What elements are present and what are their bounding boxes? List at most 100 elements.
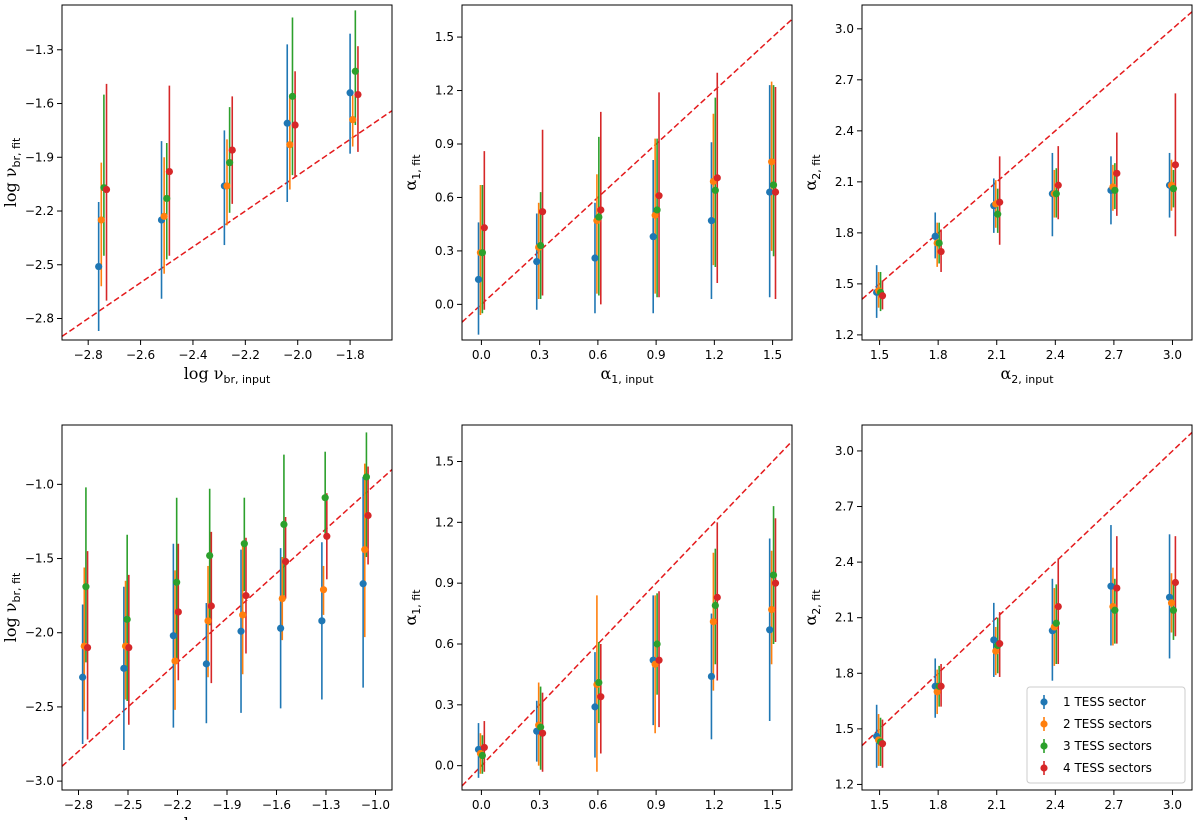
x-axis-label: log νbr, input (184, 364, 271, 386)
x-tick-label: −2.8 (74, 348, 103, 362)
data-point (538, 729, 547, 737)
data-point (1107, 582, 1115, 590)
x-axis-label: α2, input (1000, 364, 1054, 386)
y-axis-label-main: α (801, 180, 820, 191)
panel-6: 1.5 1.8 2.1 2.4 2.7 3.0 1.2 1.5 1.8 2.1 2.4 2.7 3.0 α… (801, 424, 1193, 820)
data-point (878, 292, 887, 300)
x-tick-label: 1.2 (705, 798, 724, 812)
data-point (359, 580, 367, 588)
y-tick-label: 1.5 (835, 277, 854, 291)
data-point (655, 656, 663, 664)
x-tick-label: −1.6 (262, 798, 291, 812)
y-axis-label-main: α (401, 180, 420, 191)
data-point (123, 615, 131, 623)
data-point (361, 546, 369, 554)
data-point (286, 141, 294, 149)
x-tick-label: 2.4 (1046, 348, 1065, 362)
x-tick-label: 1.8 (929, 798, 948, 812)
data-point (239, 611, 247, 619)
x-tick-label: −2.8 (64, 798, 93, 812)
x-axis-label-main: α (600, 364, 611, 383)
data-point (649, 233, 657, 241)
data-point (83, 643, 92, 652)
data-point (933, 688, 941, 696)
data-point (169, 632, 177, 640)
data-point (537, 241, 545, 250)
legend: 1 TESS sector 2 TESS sectors 3 TESS sector… (1026, 686, 1186, 784)
x-axis-label-subscript: 2, input (1011, 373, 1054, 386)
data-point (1165, 593, 1174, 601)
y-tick-label: 0.9 (435, 137, 454, 151)
x-tick-label: 1.5 (870, 348, 889, 362)
data-point (223, 182, 231, 190)
plot-frame (461, 424, 793, 791)
data-point (769, 181, 778, 189)
data-point (1054, 602, 1062, 611)
data-point (97, 216, 105, 224)
x-axis-label: α1, input (600, 364, 654, 386)
y-tick-label: 1.8 (835, 666, 854, 680)
y-axis-label-subscript: br, fit (10, 137, 23, 167)
data-point (364, 511, 372, 520)
x-axis-label-main: α (1000, 814, 1011, 820)
x-tick-label: −2.5 (113, 798, 142, 812)
data-point (173, 578, 181, 586)
x-tick-label: −2.0 (283, 348, 312, 362)
y-tick-label: 0.6 (435, 637, 454, 651)
y-tick-label: 1.8 (835, 226, 854, 240)
data-point (480, 743, 488, 752)
x-tick-label: −1.8 (336, 348, 365, 362)
data-point (771, 188, 780, 196)
x-tick-label: 2.1 (987, 798, 1006, 812)
data-point (771, 579, 780, 587)
data-point (937, 682, 945, 690)
data-point (354, 90, 362, 99)
data-point (1111, 606, 1119, 614)
y-tick-label: 1.2 (435, 84, 454, 98)
x-tick-label: 2.7 (1104, 348, 1123, 362)
data-point (206, 551, 214, 560)
y-tick-label: −2.5 (25, 258, 54, 272)
x-tick-label: 0.6 (588, 348, 607, 362)
panel-3: 1.5 1.8 2.1 2.4 2.7 3.0 1.2 1.5 1.8 2.1 2.4 2.7 3.0 α… (801, 4, 1193, 386)
y-axis-label: log νbr, fit (1, 572, 23, 642)
x-tick-label: −1.0 (361, 798, 390, 812)
y-tick-label: 0.3 (435, 244, 454, 258)
legend-label: 3 TESS sectors (1063, 739, 1152, 753)
legend-marker (1040, 698, 1048, 706)
data-point (709, 618, 717, 626)
reference-line (462, 18, 792, 323)
y-tick-label: −2.0 (25, 626, 54, 640)
data-point (323, 532, 331, 540)
x-axis-label-main: log ν (184, 364, 224, 383)
data-point (937, 247, 945, 256)
data-point (990, 636, 998, 644)
x-tick-label: 3.0 (1163, 348, 1182, 362)
data-point (766, 188, 774, 196)
data-point (597, 206, 605, 214)
data-point (362, 473, 371, 481)
data-point (996, 640, 1004, 648)
x-tick-label: −1.9 (212, 798, 241, 812)
data-point (1052, 190, 1060, 198)
data-point (537, 723, 545, 731)
x-tick-label: 0.9 (647, 798, 666, 812)
data-point (653, 640, 661, 648)
y-tick-label: 1.2 (835, 328, 854, 342)
x-tick-label: 0.3 (530, 348, 549, 362)
reference-line (62, 468, 392, 767)
x-tick-label: 0.9 (647, 348, 666, 362)
data-point (597, 693, 605, 701)
y-axis-label-subscript: 2, fit (810, 589, 823, 615)
x-tick-label: 0.0 (472, 798, 491, 812)
y-tick-label: 1.5 (435, 455, 454, 469)
data-point (1171, 161, 1180, 169)
data-point (240, 540, 248, 548)
y-axis-label-main: α (401, 615, 420, 626)
y-axis-label: log νbr, fit (1, 137, 23, 207)
y-tick-label: 1.2 (435, 515, 454, 529)
y-tick-label: 0.0 (435, 297, 454, 311)
data-point (595, 213, 603, 221)
data-point (992, 647, 1000, 655)
x-tick-label: 2.1 (987, 348, 1006, 362)
